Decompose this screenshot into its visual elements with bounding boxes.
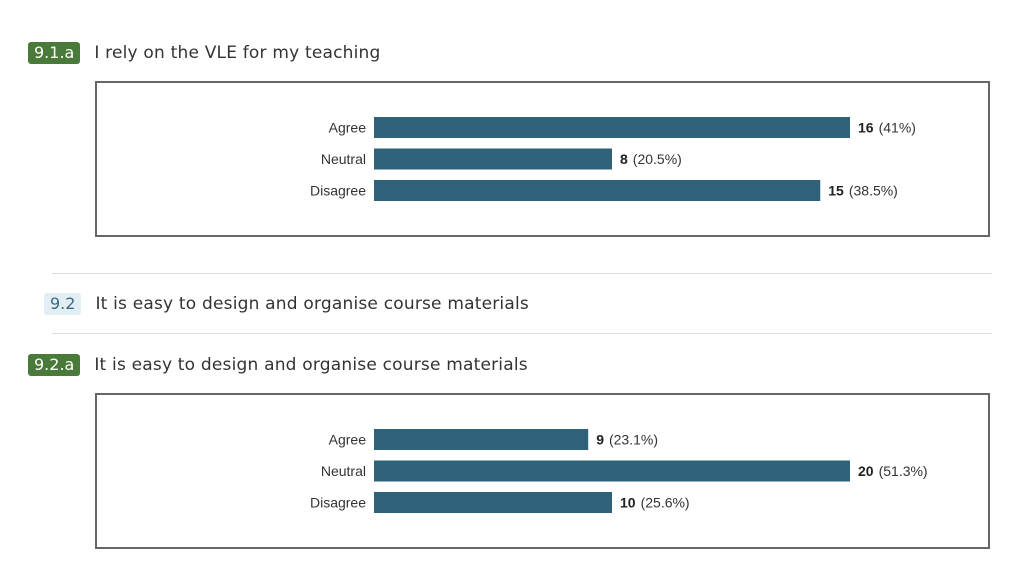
value-label: 10 (25.6%) [620,495,690,511]
question-title: It is easy to design and organise course… [94,355,528,375]
question-number-badge: 9.2.a [28,354,81,376]
value-label: 9 (23.1%) [596,432,658,448]
bar-neutral [374,460,850,482]
question-header-9-2: 9.2 It is easy to design and organise co… [44,292,529,316]
value-count: 10 [620,495,636,511]
bar-disagree [374,180,821,201]
value-label: 16 (41%) [858,120,916,136]
bar-neutral [374,148,612,170]
chart-box-9-2-a: Agree 9 (23.1%) Neutral 20 (51.3%) Disagree 10 (… [95,393,990,549]
value-count: 20 [858,463,874,479]
value-label: 15 (38.5%) [828,183,898,199]
bar-disagree [374,492,612,513]
value-count: 8 [620,151,628,167]
chart-box-9-1-a: Agree 16 (41%) Neutral 8 (20.5%) Disagree 15 (38… [95,81,990,237]
value-percent: (25.6%) [641,495,690,511]
value-percent: (38.5%) [849,183,898,199]
question-header-9-1-a: 9.1.a I rely on the VLE for my teaching [28,41,381,65]
bar-chart-9-1-a: Agree 16 (41%) Neutral 8 (20.5%) Disagree 15 (38… [310,117,916,201]
bar-chart-9-2-a: Agree 9 (23.1%) Neutral 20 (51.3%) Disagree 10 (… [310,429,928,513]
value-count: 15 [828,183,844,199]
value-count: 9 [596,432,604,448]
value-label: 20 (51.3%) [858,463,928,479]
question-number-badge: 9.1.a [28,42,81,64]
value-count: 16 [858,120,874,136]
question-number-badge: 9.2 [44,293,82,315]
question-title: I rely on the VLE for my teaching [94,43,381,63]
bar-agree [374,429,589,450]
category-label: Disagree [310,495,366,511]
value-percent: (51.3%) [879,463,928,479]
category-label: Neutral [321,463,366,479]
category-label: Neutral [321,151,366,167]
category-label: Agree [329,120,367,136]
value-label: 8 (20.5%) [620,151,682,167]
bar-agree [374,117,850,138]
question-header-9-2-a: 9.2.a It is easy to design and organise … [28,353,528,377]
value-percent: (20.5%) [633,151,682,167]
question-title: It is easy to design and organise course… [95,294,529,314]
value-percent: (41%) [879,120,916,136]
category-label: Disagree [310,183,366,199]
category-label: Agree [329,432,367,448]
value-percent: (23.1%) [609,432,658,448]
section-divider [52,333,992,334]
section-divider [52,273,992,274]
